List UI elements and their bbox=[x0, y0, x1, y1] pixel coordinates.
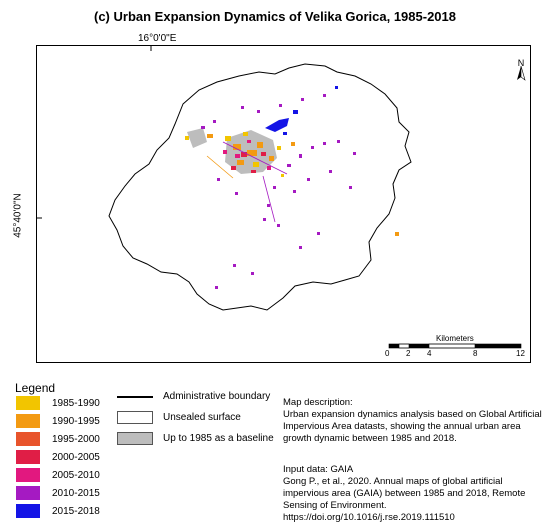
legend-label: 2000-2005 bbox=[52, 451, 100, 463]
legend-boundary-label: Administrative boundary bbox=[163, 391, 271, 402]
administrative-boundary bbox=[108, 63, 412, 311]
longitude-label: 16°0'0"E bbox=[138, 33, 177, 44]
latitude-label: 45°40'0"N bbox=[12, 193, 24, 238]
legend-title: Legend bbox=[15, 381, 56, 395]
baseline-swatch bbox=[117, 432, 153, 445]
scale-tick-label: 2 bbox=[406, 349, 411, 358]
legend-label: 2005-2010 bbox=[52, 469, 100, 481]
legend-swatch bbox=[16, 450, 40, 464]
map-frame bbox=[36, 45, 531, 363]
legend-item: 1985-1990 bbox=[16, 396, 100, 410]
legend-swatch bbox=[16, 486, 40, 500]
description-heading: Map description: bbox=[283, 397, 353, 408]
legend-boundary: Administrative boundary bbox=[117, 391, 270, 402]
input-data: Input data: GAIA Gong P., et al., 2020. … bbox=[283, 464, 545, 524]
legend-label: 2010-2015 bbox=[52, 487, 100, 499]
legend-item: 2015-2018 bbox=[16, 504, 100, 518]
legend-label: 1995-2000 bbox=[52, 433, 100, 445]
legend-label: 1985-1990 bbox=[52, 397, 100, 409]
boundary-line-symbol bbox=[117, 395, 153, 398]
legend-baseline: Up to 1985 as a baseline bbox=[117, 432, 274, 445]
urban-expansion-patches bbox=[185, 86, 399, 289]
scale-tick-label: 4 bbox=[427, 349, 432, 358]
map-canvas bbox=[37, 46, 526, 349]
description-text: Urban expansion dynamics analysis based … bbox=[283, 409, 542, 444]
scale-bar-graphic bbox=[388, 343, 522, 349]
legend-swatch bbox=[16, 414, 40, 428]
legend-swatch bbox=[16, 396, 40, 410]
north-label: N bbox=[517, 58, 525, 68]
legend-unsealed: Unsealed surface bbox=[117, 411, 241, 424]
legend-item: 2005-2010 bbox=[16, 468, 100, 482]
legend-baseline-label: Up to 1985 as a baseline bbox=[163, 433, 274, 444]
scale-bar-title: Kilometers bbox=[436, 334, 474, 343]
legend-unsealed-label: Unsealed surface bbox=[163, 412, 241, 423]
legend-item: 2010-2015 bbox=[16, 486, 100, 500]
scale-tick-label: 8 bbox=[473, 349, 478, 358]
legend-item: 1990-1995 bbox=[16, 414, 100, 428]
legend-item: 1995-2000 bbox=[16, 432, 100, 446]
legend-swatch bbox=[16, 468, 40, 482]
legend-label: 1990-1995 bbox=[52, 415, 100, 427]
scale-tick-label: 12 bbox=[516, 349, 525, 358]
legend-label: 2015-2018 bbox=[52, 505, 100, 517]
north-arrow-icon bbox=[517, 65, 526, 81]
map-description: Map description: Urban expansion dynamic… bbox=[283, 397, 545, 445]
legend-swatch bbox=[16, 432, 40, 446]
legend-swatch bbox=[16, 504, 40, 518]
unsealed-swatch bbox=[117, 411, 153, 424]
input-data-heading: Input data: GAIA bbox=[283, 464, 354, 475]
map-title: (c) Urban Expansion Dynamics of Velika G… bbox=[94, 9, 456, 24]
scale-tick-label: 0 bbox=[385, 349, 390, 358]
input-data-citation: Gong P., et al., 2020. Annual maps of gl… bbox=[283, 476, 526, 523]
legend-item: 2000-2005 bbox=[16, 450, 100, 464]
